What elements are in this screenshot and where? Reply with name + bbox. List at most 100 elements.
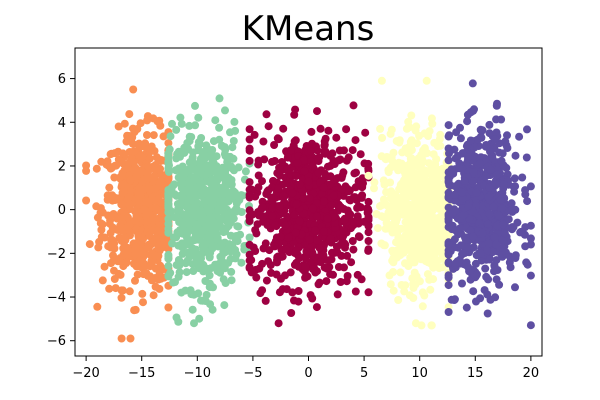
- data-point: [364, 214, 373, 222]
- data-point: [276, 232, 285, 241]
- data-point: [292, 246, 301, 255]
- data-point: [187, 133, 196, 141]
- data-point: [413, 200, 422, 209]
- data-point: [220, 143, 229, 152]
- data-point: [116, 222, 125, 230]
- data-point: [164, 219, 173, 228]
- data-point: [196, 157, 205, 166]
- data-point: [397, 281, 406, 289]
- data-point: [387, 203, 396, 212]
- data-point: [278, 158, 286, 166]
- data-point: [468, 79, 477, 88]
- data-point: [498, 149, 507, 158]
- data-point: [229, 154, 238, 163]
- data-point: [270, 221, 279, 230]
- data-point: [503, 131, 511, 140]
- data-point: [211, 260, 220, 269]
- data-point: [123, 222, 132, 231]
- data-point: [187, 165, 196, 174]
- data-point: [450, 190, 459, 199]
- data-point: [381, 224, 390, 233]
- data-point: [254, 183, 263, 192]
- data-point: [111, 284, 120, 293]
- data-point: [227, 267, 236, 276]
- data-point: [132, 243, 140, 252]
- data-point: [497, 115, 506, 124]
- data-point: [387, 152, 396, 161]
- data-point: [165, 145, 174, 154]
- data-point: [176, 113, 185, 122]
- data-point: [259, 137, 268, 146]
- data-point: [128, 133, 137, 142]
- data-point: [208, 146, 217, 154]
- data-point: [501, 137, 510, 146]
- data-point: [93, 302, 102, 311]
- data-point: [248, 210, 257, 219]
- data-point: [444, 271, 453, 280]
- data-point: [511, 283, 519, 292]
- data-point: [370, 178, 379, 187]
- data-point: [332, 133, 341, 142]
- data-point: [295, 217, 304, 226]
- data-point: [197, 182, 206, 190]
- data-point: [444, 250, 453, 259]
- data-point: [364, 206, 373, 215]
- data-point: [169, 278, 178, 287]
- data-point: [120, 119, 129, 128]
- data-point: [109, 210, 118, 218]
- data-point: [485, 183, 494, 192]
- data-point: [105, 183, 114, 192]
- data-point: [377, 76, 386, 85]
- data-point: [423, 149, 432, 158]
- data-point: [388, 246, 397, 255]
- data-point: [117, 200, 126, 209]
- data-point: [321, 147, 330, 156]
- data-point: [394, 166, 403, 175]
- data-point: [118, 180, 127, 189]
- data-point: [133, 270, 142, 279]
- data-point: [245, 125, 254, 134]
- data-point: [515, 132, 524, 141]
- data-point: [221, 106, 229, 115]
- data-point: [255, 264, 264, 273]
- data-point: [149, 114, 158, 123]
- data-point: [211, 116, 220, 125]
- x-axis: −20 −15 −10 −5 0 5 10 15 20: [72, 356, 539, 381]
- data-point: [436, 141, 445, 150]
- data-point: [195, 314, 204, 323]
- data-point: [274, 319, 283, 328]
- data-point: [456, 123, 464, 132]
- data-point: [96, 204, 105, 213]
- data-point: [231, 246, 240, 254]
- data-point: [407, 192, 415, 201]
- data-point: [423, 270, 432, 279]
- data-point: [252, 229, 261, 238]
- data-point: [206, 300, 215, 309]
- data-point: [492, 128, 501, 137]
- data-point: [507, 199, 516, 208]
- data-point: [351, 136, 360, 145]
- data-point: [188, 260, 197, 269]
- data-point: [174, 272, 183, 281]
- data-point: [418, 229, 427, 238]
- data-point: [201, 240, 210, 249]
- x-tick-label: 5: [360, 366, 368, 381]
- data-point: [191, 248, 199, 257]
- data-point: [433, 175, 442, 184]
- data-point: [464, 263, 473, 272]
- data-point: [156, 121, 165, 130]
- data-point: [457, 241, 465, 250]
- data-point: [389, 254, 398, 263]
- data-point: [228, 143, 237, 152]
- data-point: [336, 240, 345, 249]
- data-point: [144, 173, 153, 182]
- data-point: [498, 236, 507, 245]
- data-point: [277, 274, 285, 283]
- data-point: [472, 297, 480, 306]
- series-cluster-5: [444, 79, 535, 330]
- data-point: [164, 271, 173, 280]
- data-point: [451, 226, 460, 235]
- data-point: [380, 180, 389, 189]
- data-point: [137, 153, 146, 162]
- data-point: [109, 237, 118, 246]
